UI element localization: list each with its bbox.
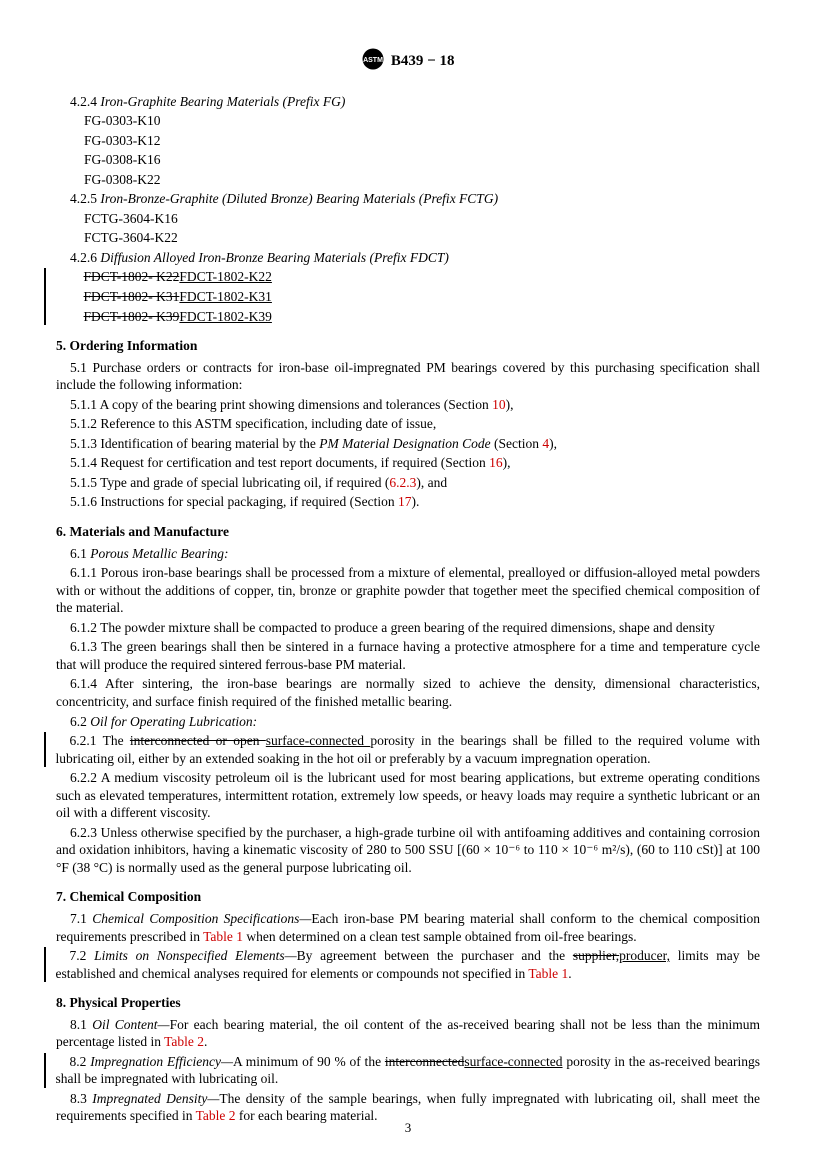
inserted-text: FDCT-1802-K22 [179, 269, 272, 284]
para-6-2-1: 6.2.1 The interconnected or open surface… [56, 732, 761, 767]
section-4-2-4: 4.2.4 Iron-Graphite Bearing Materials (P… [56, 93, 760, 111]
para-6-1-3: 6.1.3 The green bearings shall then be s… [56, 638, 760, 673]
num: 4.2.4 [70, 94, 97, 109]
ref: Table 1 [203, 929, 243, 944]
revision-block: FDCT-1802- K22FDCT-1802-K22 FDCT-1802- K… [44, 268, 760, 325]
section-7-heading: 7. Chemical Composition [56, 888, 760, 906]
para-6-2-2: 6.2.2 A medium viscosity petroleum oil i… [56, 769, 760, 822]
title: Iron-Bronze-Graphite (Diluted Bronze) Be… [100, 191, 498, 206]
list-item: FG-0308-K22 [56, 171, 760, 189]
para-6-1-2: 6.1.2 The powder mixture shall be compac… [56, 619, 760, 637]
ref: 17 [398, 494, 412, 509]
list-item: FG-0303-K10 [56, 112, 760, 130]
inserted-text: surface-connected [464, 1054, 562, 1069]
list-item: FG-0308-K16 [56, 151, 760, 169]
para-6-1-4: 6.1.4 After sintering, the iron-base bea… [56, 675, 760, 710]
para-8-2: 8.2 Impregnation Efficiency—A minimum of… [56, 1053, 761, 1088]
section-4-2-5: 4.2.5 Iron-Bronze-Graphite (Diluted Bron… [56, 190, 760, 208]
para-5-1-1: 5.1.1 A copy of the bearing print showin… [56, 396, 760, 414]
para-5-1-6: 5.1.6 Instructions for special packaging… [56, 493, 760, 511]
para-7-1: 7.1 Chemical Composition Specifications—… [56, 910, 760, 945]
list-item: FCTG-3604-K16 [56, 210, 760, 228]
svg-text:ASTM: ASTM [363, 57, 383, 64]
page-header: ASTM B439 − 18 [56, 48, 760, 75]
inserted-text: FDCT-1802-K31 [179, 289, 272, 304]
para-5-1-3: 5.1.3 Identification of bearing material… [56, 435, 760, 453]
section-6-heading: 6. Materials and Manufacture [56, 523, 760, 541]
revision-block: 8.2 Impregnation Efficiency—A minimum of… [44, 1053, 760, 1088]
inserted-text: producer, [619, 948, 670, 963]
list-item: FDCT-1802- K22FDCT-1802-K22 [56, 268, 761, 286]
para-6-2: 6.2 Oil for Operating Lubrication: [56, 713, 760, 731]
para-7-2: 7.2 Limits on Nonspecified Elements—By a… [56, 947, 761, 982]
deleted-text: supplier, [573, 948, 619, 963]
page: ASTM B439 − 18 4.2.4 Iron-Graphite Beari… [0, 0, 816, 1167]
document-id: B439 − 18 [391, 52, 455, 72]
para-8-1: 8.1 Oil Content—For each bearing materia… [56, 1016, 760, 1051]
title: Iron-Graphite Bearing Materials (Prefix … [100, 94, 345, 109]
num: 4.2.5 [70, 191, 97, 206]
revision-block: 7.2 Limits on Nonspecified Elements—By a… [44, 947, 760, 982]
para-5-1-5: 5.1.5 Type and grade of special lubricat… [56, 474, 760, 492]
list-item: FCTG-3604-K22 [56, 229, 760, 247]
ref: 10 [492, 397, 506, 412]
ref: 16 [489, 455, 503, 470]
title: Diffusion Alloyed Iron-Bronze Bearing Ma… [100, 250, 448, 265]
para-6-1-1: 6.1.1 Porous iron-base bearings shall be… [56, 564, 760, 617]
section-4-2-6: 4.2.6 Diffusion Alloyed Iron-Bronze Bear… [56, 249, 760, 267]
deleted-text: interconnected [385, 1054, 464, 1069]
revision-block: 6.2.1 The interconnected or open surface… [44, 732, 760, 767]
list-item: FG-0303-K12 [56, 132, 760, 150]
astm-logo: ASTM [362, 48, 384, 75]
inserted-text: surface-connected [266, 733, 371, 748]
para-6-1: 6.1 Porous Metallic Bearing: [56, 545, 760, 563]
num: 4.2.6 [70, 250, 97, 265]
list-item: FDCT-1802- K31FDCT-1802-K31 [56, 288, 761, 306]
section-8-heading: 8. Physical Properties [56, 994, 760, 1012]
para-5-1-4: 5.1.4 Request for certification and test… [56, 454, 760, 472]
page-number: 3 [56, 1120, 760, 1137]
para-6-2-3: 6.2.3 Unless otherwise specified by the … [56, 824, 760, 877]
deleted-text: FDCT-1802- K39 [84, 309, 180, 324]
list-item: FDCT-1802- K39FDCT-1802-K39 [56, 308, 761, 326]
para-5-1: 5.1 Purchase orders or contracts for iro… [56, 359, 760, 394]
ref: Table 1 [528, 966, 568, 981]
deleted-text: FDCT-1802- K31 [84, 289, 180, 304]
ref: 6.2.3 [389, 475, 416, 490]
deleted-text: FDCT-1802- K22 [84, 269, 180, 284]
deleted-text: interconnected or open [130, 733, 266, 748]
inserted-text: FDCT-1802-K39 [179, 309, 272, 324]
para-5-1-2: 5.1.2 Reference to this ASTM specificati… [56, 415, 760, 433]
section-5-heading: 5. Ordering Information [56, 337, 760, 355]
ref: Table 2 [164, 1034, 204, 1049]
